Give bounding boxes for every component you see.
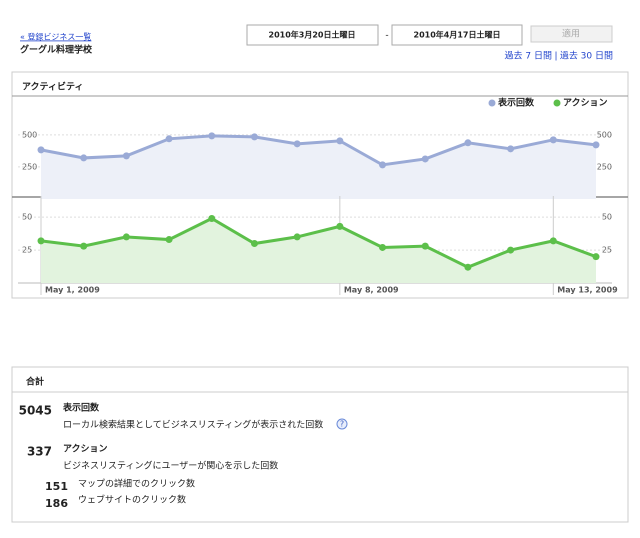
point <box>37 237 45 245</box>
legend-swatch <box>553 99 561 107</box>
y-tick-label: 25 <box>22 246 32 255</box>
total-label: 表示回数 <box>62 402 100 414</box>
x-tick-label: May 13, 2009 <box>557 286 618 295</box>
point <box>293 140 301 148</box>
point <box>165 135 173 143</box>
total-description: ビジネスリスティングにユーザーが関心を示した回数 <box>63 460 278 472</box>
point <box>80 242 88 250</box>
legend-label: アクション <box>563 98 608 109</box>
line <box>40 216 597 269</box>
point <box>336 137 344 145</box>
business-name: グーグル料理学校 <box>20 44 93 56</box>
area <box>41 135 596 199</box>
total-label: ウェブサイトのクリック数 <box>78 494 186 506</box>
y-tick-label: 50 <box>602 213 612 222</box>
end-date-box[interactable] <box>391 24 523 46</box>
back-link[interactable]: « 登録ビジネス一覧 <box>20 32 91 42</box>
point <box>250 133 258 141</box>
y-tick-label: 250 <box>22 162 37 171</box>
point <box>592 253 600 261</box>
y-tick-label: 250 <box>597 162 612 171</box>
start-date: 2010年3月20日土曜日 <box>269 30 356 40</box>
total-label: アクション <box>63 444 108 455</box>
total-value: 337 <box>27 445 52 459</box>
point <box>507 145 515 153</box>
help-icon[interactable] <box>336 418 348 430</box>
point <box>250 240 258 247</box>
total-value: 5045 <box>19 404 52 418</box>
apply-button-label: 適用 <box>562 28 580 40</box>
apply-button[interactable] <box>530 25 613 43</box>
total-description: ローカル検索結果としてビジネスリスティングが表示された回数 <box>63 419 323 431</box>
y-tick-label: 500 <box>22 130 37 139</box>
activity-title: アクティビティ <box>22 81 83 93</box>
y-tick-label: 500 <box>597 130 612 139</box>
point <box>464 263 472 271</box>
y-tick-label: 25 <box>602 246 612 255</box>
point <box>464 139 472 147</box>
legend-swatch <box>488 99 496 107</box>
line <box>40 134 597 167</box>
quick-link[interactable]: 過去 30 日間 <box>560 50 613 62</box>
legend-label: 表示回数 <box>497 97 535 109</box>
quick-link[interactable]: 過去 7 日間 <box>505 50 552 62</box>
point <box>165 236 173 244</box>
x-tick-label: May 8, 2009 <box>344 286 399 295</box>
point <box>80 154 88 162</box>
total-value: 151 <box>45 480 68 493</box>
point <box>208 214 216 222</box>
point <box>379 243 387 251</box>
point <box>421 155 429 163</box>
point <box>293 233 301 241</box>
x-tick-label: May 1, 2009 <box>45 286 100 295</box>
point <box>122 152 130 160</box>
point <box>379 161 387 169</box>
point <box>507 246 515 254</box>
totals-panel <box>11 366 629 523</box>
total-label: マップの詳細でのクリック数 <box>78 478 195 490</box>
point <box>208 132 216 140</box>
end-date: 2010年4月17日土曜日 <box>414 30 501 40</box>
point <box>37 146 45 154</box>
total-value: 186 <box>45 497 68 510</box>
point <box>421 242 429 250</box>
point <box>592 141 600 149</box>
point <box>336 222 344 230</box>
point <box>122 233 130 241</box>
y-tick-label: 50 <box>22 213 32 222</box>
point <box>549 237 557 245</box>
date-separator: - <box>385 31 388 41</box>
point <box>549 136 557 144</box>
start-date-box[interactable] <box>246 24 379 46</box>
quick-link-separator: | <box>554 52 557 62</box>
totals-title: 合計 <box>26 376 44 388</box>
help-icon-text: ? <box>340 420 344 429</box>
